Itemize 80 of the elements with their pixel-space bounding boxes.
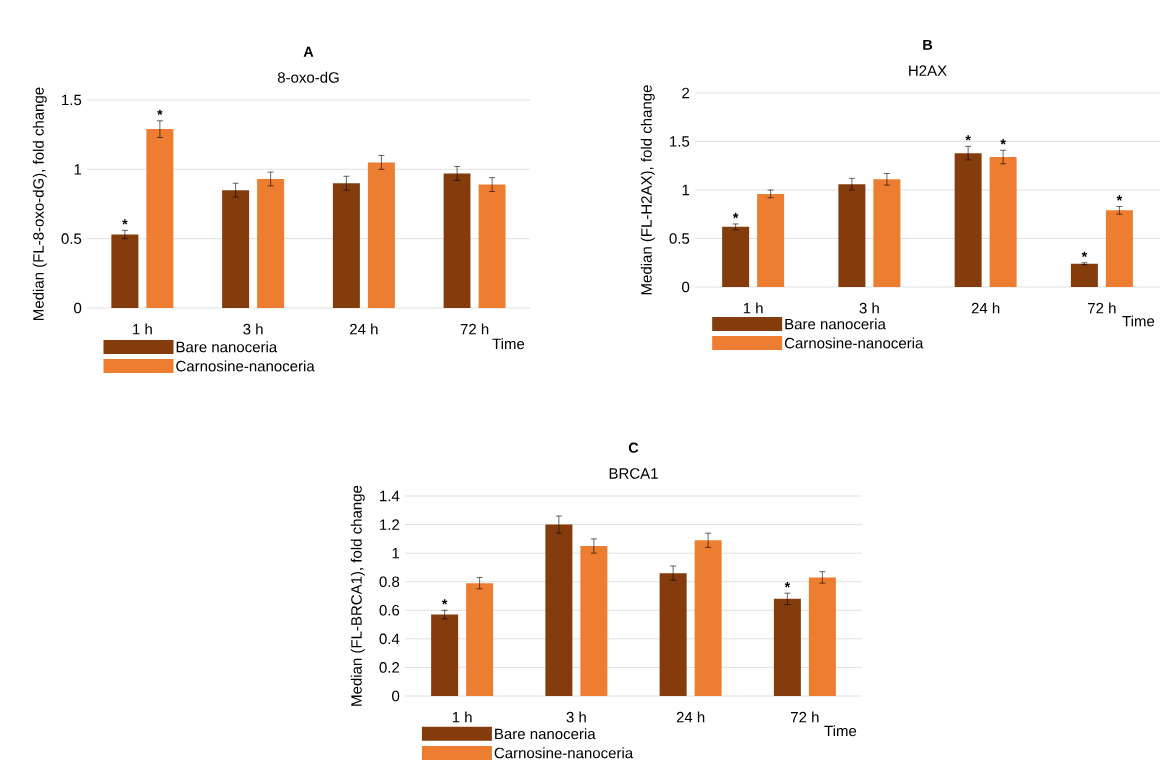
bar bbox=[757, 193, 785, 287]
x-tick-label: 72 h bbox=[1088, 302, 1116, 314]
legend-label: Carnosine-nanoceria bbox=[494, 747, 634, 759]
annotation: * bbox=[1116, 195, 1123, 201]
y-tick-label: 0 bbox=[682, 281, 690, 293]
bar bbox=[466, 583, 494, 696]
y-tick-label: 0.6 bbox=[379, 604, 400, 616]
y-tick-label: 0.5 bbox=[669, 233, 690, 244]
bar bbox=[873, 179, 901, 287]
x-tick-label: 3 h bbox=[243, 323, 263, 335]
bar bbox=[659, 573, 687, 696]
bar bbox=[580, 546, 608, 696]
annotation: * bbox=[965, 135, 971, 141]
annotation: * bbox=[441, 599, 448, 605]
y-axis-title: Median (FL-BRCA1), fold change bbox=[350, 485, 365, 706]
x-tick-label: 24 h bbox=[971, 302, 1000, 314]
annotation: * bbox=[1081, 251, 1088, 257]
bar bbox=[1070, 263, 1098, 287]
bar bbox=[694, 540, 722, 696]
legend-label: Bare nanoceria bbox=[176, 341, 278, 353]
bar bbox=[222, 190, 250, 308]
chart-title: B bbox=[923, 39, 933, 50]
chart-title: C bbox=[628, 442, 639, 453]
bar bbox=[146, 129, 174, 308]
x-axis-title: Time bbox=[1122, 315, 1155, 327]
x-tick-label: 72 h bbox=[791, 711, 819, 723]
bar bbox=[257, 179, 285, 308]
x-axis-title: Time bbox=[492, 338, 525, 350]
bar bbox=[111, 234, 139, 308]
x-tick-label: 24 h bbox=[676, 711, 705, 723]
legend-label: Carnosine-nanoceria bbox=[784, 337, 924, 349]
y-tick-label: 1 bbox=[682, 184, 690, 196]
x-tick-label: 3 h bbox=[859, 302, 879, 314]
bar bbox=[478, 184, 506, 308]
y-axis-title: Median (FL-8-oxo-dG), fold change bbox=[32, 87, 47, 320]
chart-subtitle: 8-oxo-dG bbox=[277, 71, 339, 83]
legend-label: Carnosine-nanoceria bbox=[176, 360, 315, 372]
y-tick-label: 1 bbox=[392, 547, 400, 559]
y-tick-label: 0 bbox=[392, 690, 400, 702]
bar bbox=[954, 153, 982, 287]
legend-label: Bare nanoceria bbox=[785, 318, 886, 330]
annotation: * bbox=[1000, 139, 1006, 145]
bar bbox=[722, 226, 750, 287]
y-tick-label: 1.5 bbox=[670, 136, 690, 147]
x-tick-label: 72 h bbox=[460, 323, 489, 335]
bar bbox=[838, 184, 866, 287]
annotation: * bbox=[784, 582, 791, 588]
x-tick-label: 1 h bbox=[133, 323, 152, 335]
y-tick-label: 1 bbox=[74, 164, 82, 175]
y-axis-title: Median (FL-H2AX), fold change bbox=[640, 85, 655, 295]
y-tick-label: 0 bbox=[74, 302, 82, 314]
y-tick-label: 1.5 bbox=[62, 94, 82, 106]
bar bbox=[1105, 210, 1133, 287]
bar bbox=[808, 577, 836, 696]
annotation: * bbox=[732, 212, 739, 219]
bar bbox=[773, 598, 801, 696]
chart-subtitle: BRCA1 bbox=[609, 468, 658, 479]
chart-subtitle: H2AX bbox=[909, 65, 947, 76]
chart-title: A bbox=[303, 46, 314, 57]
x-tick-label: 3 h bbox=[566, 711, 586, 723]
bar bbox=[332, 183, 360, 308]
bar bbox=[989, 157, 1017, 287]
y-tick-label: 2 bbox=[682, 87, 690, 99]
bar bbox=[431, 614, 459, 696]
y-tick-label: 0.2 bbox=[379, 662, 400, 673]
x-tick-label: 1 h bbox=[452, 711, 472, 723]
y-tick-label: 0.4 bbox=[379, 633, 400, 645]
x-tick-label: 24 h bbox=[350, 323, 378, 335]
legend-label: Bare nanoceria bbox=[495, 728, 596, 740]
y-tick-label: 0.8 bbox=[379, 576, 400, 588]
bar bbox=[545, 524, 573, 696]
annotation: * bbox=[157, 109, 163, 116]
y-tick-label: 1.2 bbox=[380, 519, 400, 530]
annotation: * bbox=[122, 219, 128, 225]
y-tick-label: 1.4 bbox=[380, 490, 400, 502]
y-tick-label: 0.5 bbox=[61, 233, 82, 244]
x-axis-title: Time bbox=[824, 725, 857, 737]
x-tick-label: 1 h bbox=[743, 302, 763, 314]
bar bbox=[443, 173, 471, 308]
bar bbox=[367, 162, 395, 308]
